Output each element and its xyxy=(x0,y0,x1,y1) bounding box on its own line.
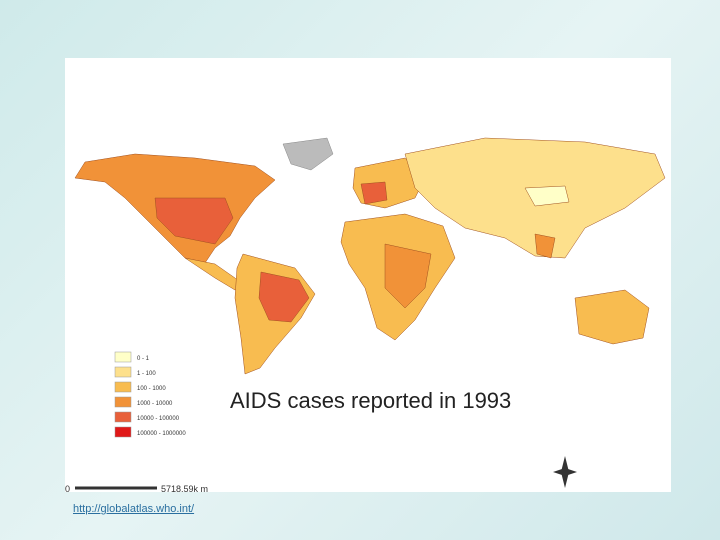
legend-swatch xyxy=(114,381,132,393)
land xyxy=(282,137,334,171)
map-panel: 0 - 1 1 - 100 100 - 1000 1000 - 10000 10000 … xyxy=(65,58,671,494)
legend-label: 10000 - 100000 xyxy=(137,416,180,422)
legend-label: 100000 - 1000000 xyxy=(137,431,186,437)
source-link[interactable]: http://globalatlas.who.int/ xyxy=(73,503,195,515)
land xyxy=(574,289,650,345)
legend-swatch xyxy=(114,411,132,423)
legend-label: 0 - 1 xyxy=(137,356,150,362)
scale-end: 5718.59k m xyxy=(161,484,208,492)
legend-swatch xyxy=(114,366,132,378)
map: 0 - 1 1 - 100 100 - 1000 1000 - 10000 10000 … xyxy=(65,137,666,494)
land xyxy=(384,243,432,309)
land xyxy=(360,181,388,205)
legend-swatch xyxy=(114,351,132,363)
land xyxy=(534,233,556,259)
land xyxy=(154,197,234,245)
legend-swatch xyxy=(114,426,132,438)
land xyxy=(524,185,570,207)
map-title: AIDS cases reported in 1993 xyxy=(230,388,511,413)
land xyxy=(258,271,310,323)
compass xyxy=(553,456,577,488)
legend-label: 100 - 1000 xyxy=(137,386,166,392)
legend-label: 1 - 100 xyxy=(137,371,156,377)
legend-label: 1000 - 10000 xyxy=(137,401,173,407)
legend-swatch xyxy=(114,396,132,408)
legend: 0 - 1 1 - 100 100 - 1000 1000 - 10000 10000 … xyxy=(114,351,186,438)
scale-start: 0 xyxy=(65,484,70,492)
